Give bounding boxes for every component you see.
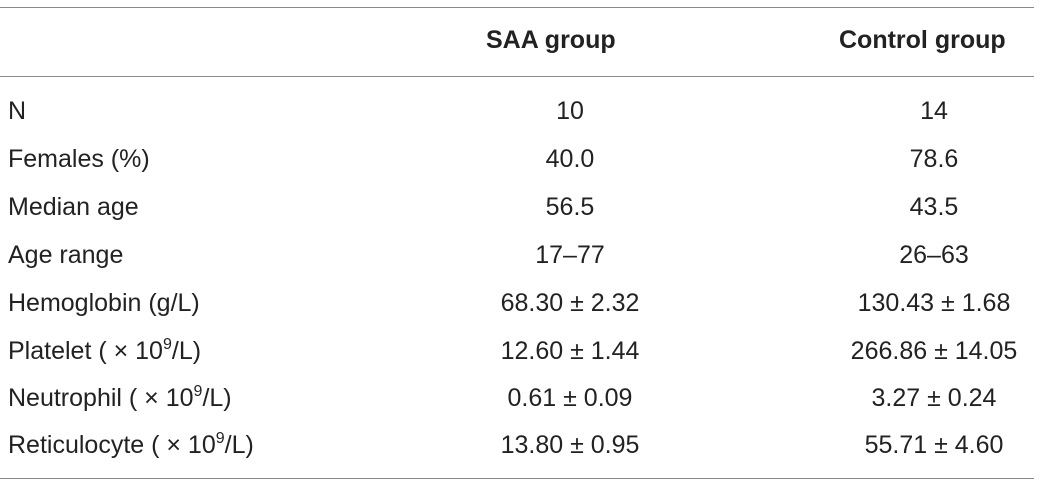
row-label: Median age xyxy=(8,193,139,221)
row-label: Neutrophil ( × 109/L) xyxy=(8,383,232,413)
saa-value: 0.61 ± 0.09 xyxy=(507,384,633,412)
control-value: 26–63 xyxy=(899,241,969,269)
bottom-rule xyxy=(0,478,1034,479)
table-row: N 10 14 xyxy=(0,88,1034,134)
header-rule xyxy=(0,76,1034,77)
control-value: 43.5 xyxy=(909,193,959,221)
control-value: 55.71 ± 4.60 xyxy=(864,431,1004,459)
saa-value: 10 xyxy=(556,97,584,125)
saa-value: 68.30 ± 2.32 xyxy=(500,289,640,317)
table-row: Females (%) 40.0 78.6 xyxy=(0,136,1034,182)
control-value: 266.86 ± 14.05 xyxy=(850,337,1018,365)
row-label: N xyxy=(8,97,27,125)
table-row: Age range 17–77 26–63 xyxy=(0,232,1034,278)
row-label: Platelet ( × 109/L) xyxy=(8,336,202,366)
saa-value: 12.60 ± 1.44 xyxy=(500,337,640,365)
superscript: 9 xyxy=(162,336,172,353)
row-label: Hemoglobin (g/L) xyxy=(8,289,200,317)
header-control-group: Control group xyxy=(839,26,1006,54)
control-value: 78.6 xyxy=(909,145,959,173)
top-rule xyxy=(0,7,1034,8)
row-label: Age range xyxy=(8,241,124,269)
header-saa-group: SAA group xyxy=(486,26,616,54)
saa-value: 17–77 xyxy=(535,241,605,269)
saa-value: 40.0 xyxy=(545,145,595,173)
row-label: Females (%) xyxy=(8,145,150,173)
control-value: 14 xyxy=(920,97,948,125)
table-row: Platelet ( × 109/L) 12.60 ± 1.44 266.86 … xyxy=(0,328,1034,374)
saa-value: 13.80 ± 0.95 xyxy=(500,431,640,459)
superscript: 9 xyxy=(193,383,203,400)
table-row: Hemoglobin (g/L) 68.30 ± 2.32 130.43 ± 1… xyxy=(0,280,1034,326)
row-label: Reticulocyte ( × 109/L) xyxy=(8,430,254,460)
superscript: 9 xyxy=(215,430,225,447)
control-value: 3.27 ± 0.24 xyxy=(871,384,997,412)
control-value: 130.43 ± 1.68 xyxy=(857,289,1011,317)
table-row: Neutrophil ( × 109/L) 0.61 ± 0.09 3.27 ±… xyxy=(0,375,1034,421)
table-row: Median age 56.5 43.5 xyxy=(0,184,1034,230)
saa-value: 56.5 xyxy=(545,193,595,221)
table-row: Reticulocyte ( × 109/L) 13.80 ± 0.95 55.… xyxy=(0,422,1034,468)
